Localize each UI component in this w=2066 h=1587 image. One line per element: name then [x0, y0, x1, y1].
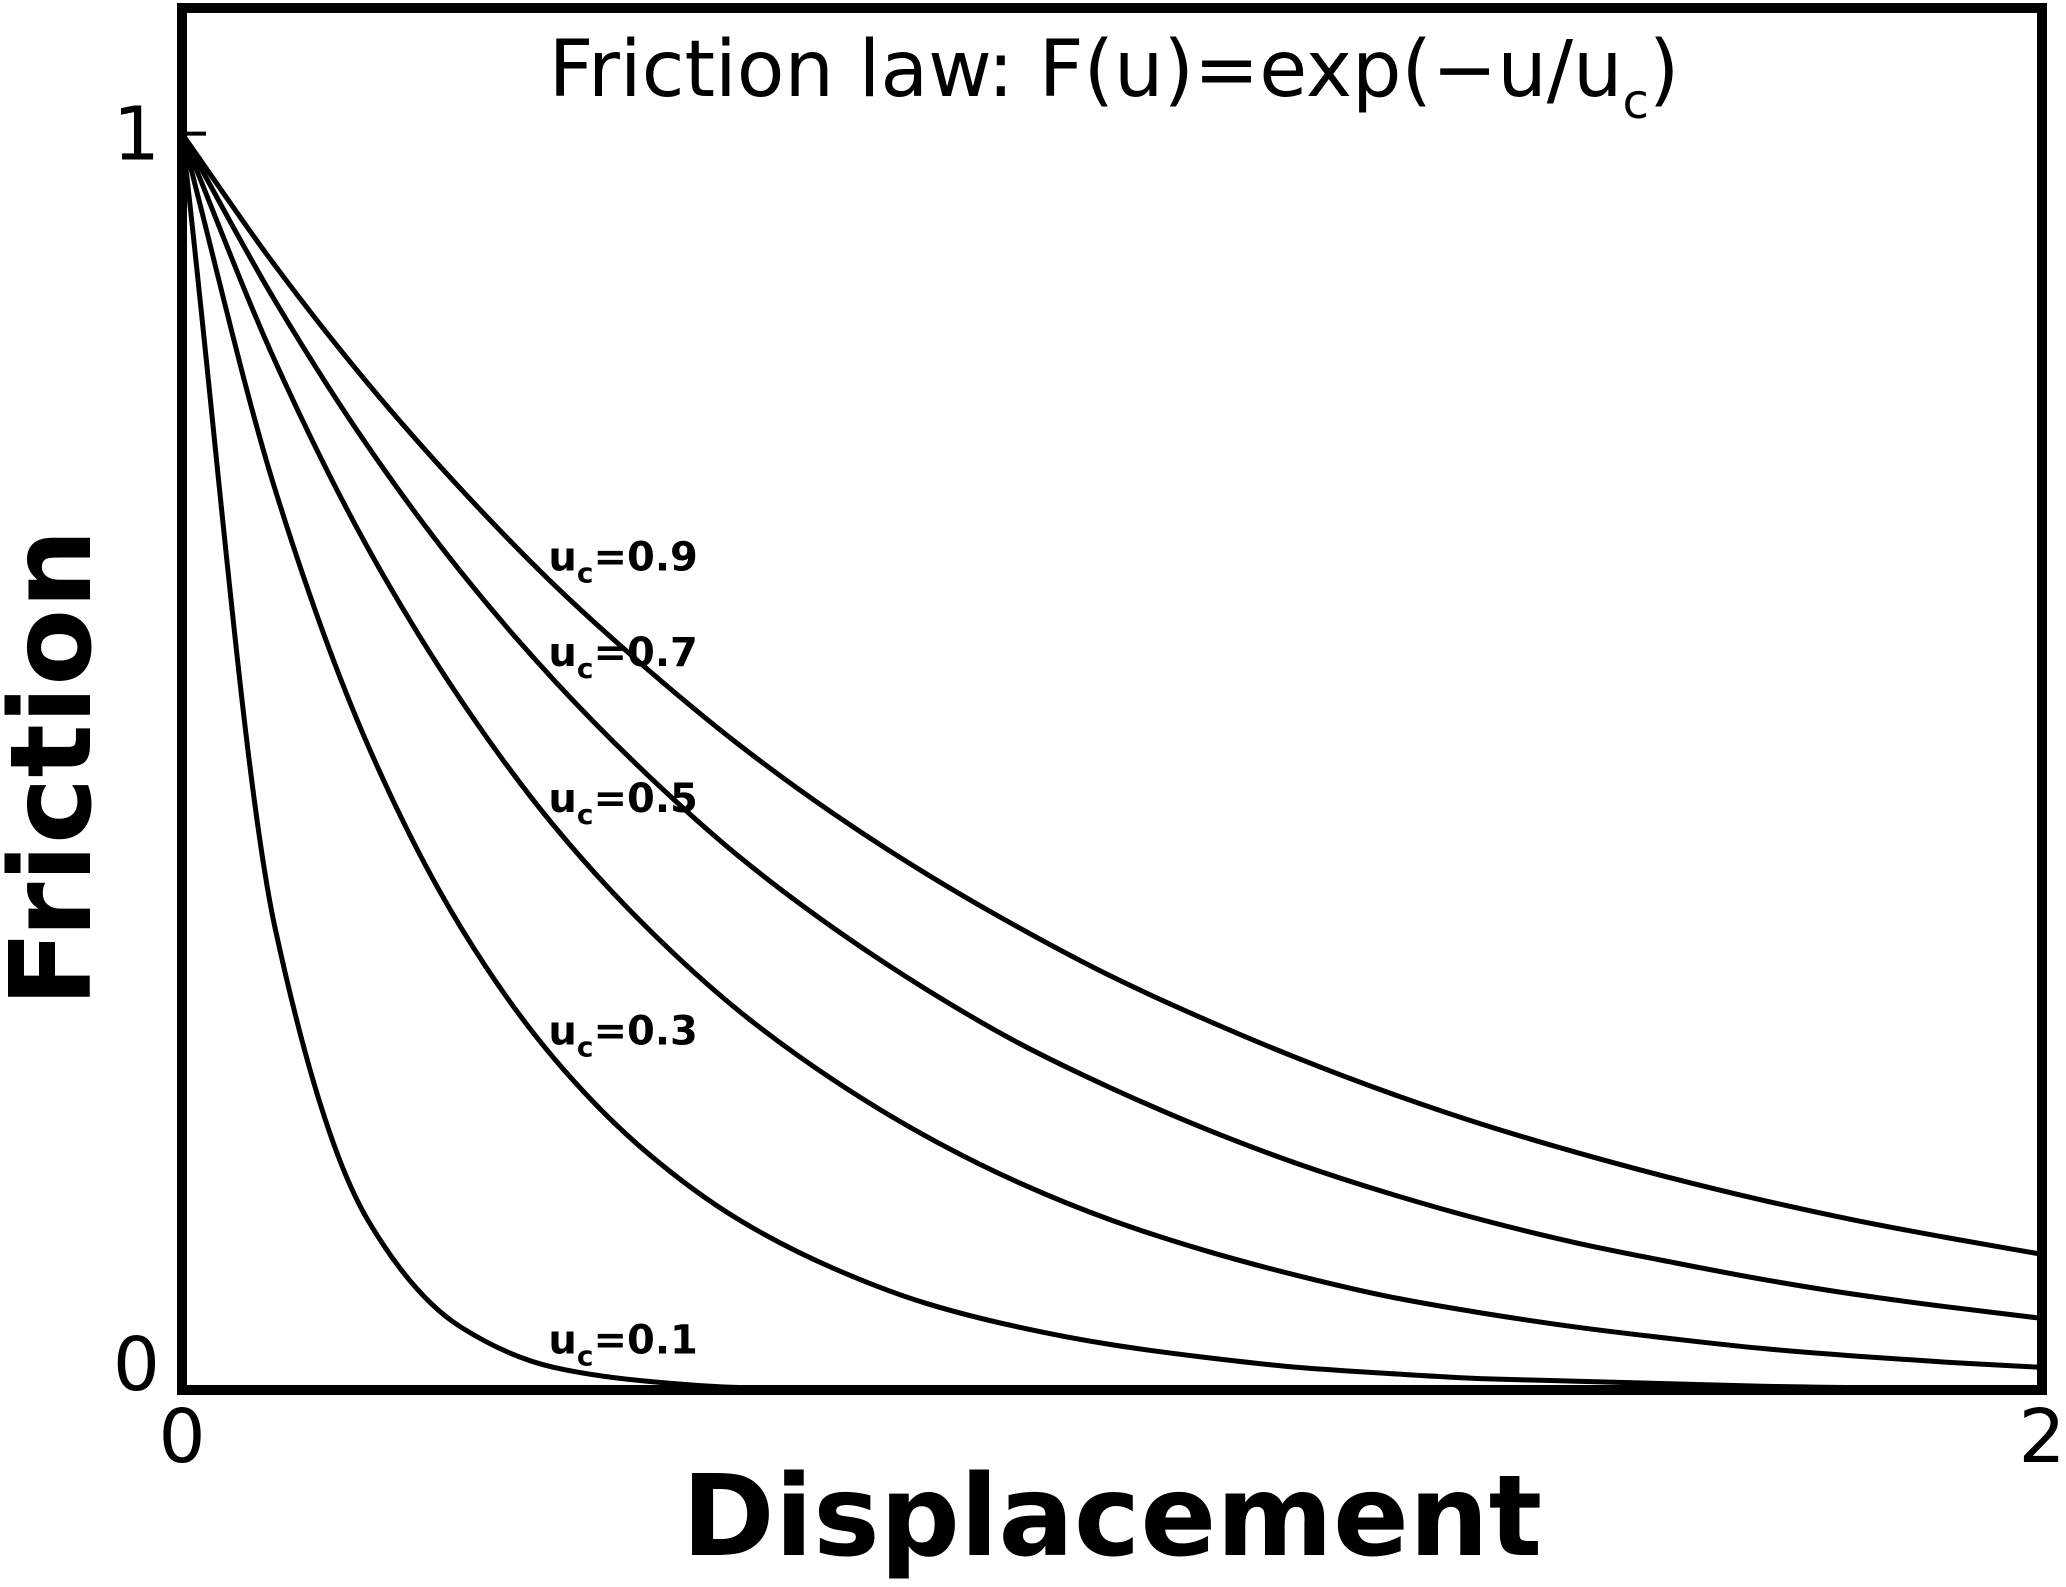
chart-title: Friction law: F(u)=exp(−u/uc)	[549, 25, 1680, 130]
curve-label-text: =0.1	[594, 1317, 698, 1363]
y-tick-label: 0	[113, 1322, 160, 1408]
curve-label-text: u	[548, 630, 576, 676]
friction-curve	[179, 132, 2043, 1321]
title-subscript: c	[1623, 74, 1649, 130]
curve-label: uc=0.9	[548, 535, 697, 590]
curve-label-text: =0.5	[594, 776, 698, 822]
curve-label-text: =0.7	[594, 630, 698, 676]
curve-label-text: u	[548, 776, 576, 822]
friction-curve	[179, 133, 2043, 1392]
curve-label-subscript: c	[577, 1339, 594, 1372]
title-text: )	[1649, 25, 1679, 115]
curve-label-text: u	[548, 535, 576, 581]
y-tick-label: 1	[113, 92, 160, 178]
curve-label-text: u	[548, 1317, 576, 1363]
x-axis-label: Displacement	[682, 1452, 1542, 1582]
curve-label: uc=0.7	[548, 630, 697, 685]
x-tick-label: 2	[2018, 1394, 2065, 1480]
curve-label: uc=0.1	[548, 1317, 697, 1372]
plot-frame	[177, 3, 2047, 1395]
curve-label-text: =0.3	[594, 1008, 698, 1054]
title-text: Friction law: F(u)=exp(−u/u	[549, 25, 1623, 115]
friction-curve	[179, 132, 2043, 1370]
x-tick-label: 0	[158, 1394, 205, 1480]
curve-label-text: =0.9	[594, 535, 698, 581]
curve-label-subscript: c	[577, 652, 594, 685]
curve-label-subscript: c	[577, 557, 594, 590]
friction-curve	[179, 132, 2043, 1257]
curve-label: uc=0.3	[548, 1008, 697, 1063]
y-axis-label: Friction	[0, 529, 117, 1007]
curve-label-subscript: c	[577, 798, 594, 831]
curve-label-subscript: c	[577, 1030, 594, 1063]
curve-label: uc=0.5	[548, 776, 697, 831]
curve-label-text: u	[548, 1008, 576, 1054]
